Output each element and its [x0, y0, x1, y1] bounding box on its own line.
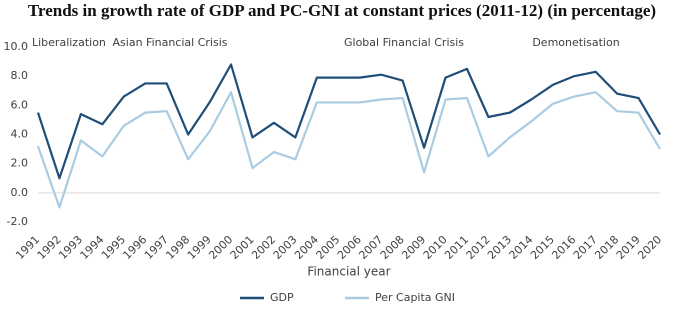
x-tick-label: 2020 — [635, 233, 664, 262]
series-line — [36, 91, 661, 209]
x-tick-label: 2018 — [592, 233, 621, 262]
x-tick-label: 2016 — [549, 233, 578, 262]
x-tick-label: 2005 — [314, 233, 343, 262]
y-tick-label: 6.0 — [11, 98, 29, 111]
annotation: Global Financial Crisis — [344, 36, 464, 49]
x-tick-label: 1998 — [163, 233, 192, 262]
x-tick-label: 2013 — [485, 233, 514, 262]
x-tick-label: 2007 — [356, 233, 385, 262]
x-tick-label: 2004 — [292, 233, 321, 262]
x-tick-label: 2006 — [335, 233, 364, 262]
annotation: Liberalization — [32, 36, 106, 49]
legend-label: GDP — [270, 291, 294, 304]
x-tick-label: 2009 — [399, 233, 428, 262]
x-tick-label: 1997 — [142, 233, 171, 262]
x-tick-label: 2015 — [528, 233, 557, 262]
legend-label: Per Capita GNI — [375, 291, 455, 304]
x-tick-label: 1993 — [56, 233, 85, 262]
x-tick-label: 1991 — [13, 233, 42, 262]
y-tick-label: 0.0 — [11, 186, 29, 199]
annotation: Asian Financial Crisis — [113, 36, 228, 49]
x-axis-title: Financial year — [307, 265, 390, 279]
x-tick-label: 2003 — [271, 233, 300, 262]
y-tick-label: 8.0 — [11, 69, 29, 82]
x-tick-label: 2001 — [228, 233, 257, 262]
x-tick-label: 2012 — [464, 233, 493, 262]
x-tick-label: 2000 — [206, 233, 235, 262]
y-tick-label: 2.0 — [11, 157, 29, 170]
series-line — [36, 63, 661, 180]
x-tick-label: 2017 — [571, 233, 600, 262]
y-tick-label: 4.0 — [11, 128, 29, 141]
y-tick-label: 10.0 — [4, 40, 29, 53]
x-tick-label: 1992 — [35, 233, 64, 262]
x-tick-label: 2010 — [421, 233, 450, 262]
x-tick-label: 1996 — [120, 233, 149, 262]
x-tick-label: 1999 — [185, 233, 214, 262]
x-tick-label: 2014 — [507, 233, 536, 262]
annotation: Demonetisation — [532, 36, 619, 49]
x-tick-label: 2011 — [442, 233, 471, 262]
x-tick-label: 2019 — [614, 233, 643, 262]
x-tick-label: 2002 — [249, 233, 278, 262]
x-tick-label: 2008 — [378, 233, 407, 262]
y-tick-label: -2.0 — [7, 215, 28, 228]
x-tick-label: 1995 — [99, 233, 128, 262]
chart-title: Trends in growth rate of GDP and PC-GNI … — [28, 1, 656, 20]
x-tick-label: 1994 — [78, 233, 107, 262]
